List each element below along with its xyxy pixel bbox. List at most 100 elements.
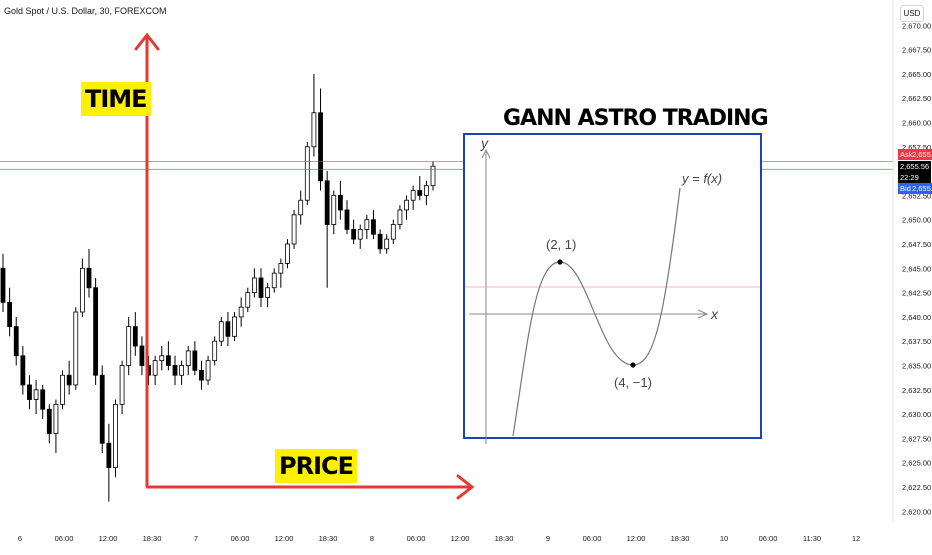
candle-body (251, 277, 257, 293)
price-tick-label: 2,652.50 (902, 191, 931, 200)
time-tick-label: 18:30 (143, 534, 162, 543)
time-tick-label: 06:00 (231, 534, 250, 543)
candle-body (423, 185, 429, 196)
candle-body (93, 287, 99, 376)
price-tick-label: 2,632.50 (902, 386, 931, 395)
price-tick-label: 2,640.00 (902, 313, 931, 322)
price-label: PRICE (275, 449, 358, 483)
candle-body (0, 267, 6, 303)
price-tick-label: 2,630.00 (902, 410, 931, 419)
candle-body (172, 365, 178, 376)
candle-body (364, 219, 370, 230)
candle-body (99, 374, 105, 444)
price-tick-label: 2,635.00 (902, 361, 931, 370)
gann-title: GANN ASTRO TRADING (503, 106, 769, 131)
time-tick-label: 06:00 (759, 534, 778, 543)
symbol-title[interactable]: Gold Spot / U.S. Dollar, 30, FOREXCOM (4, 6, 167, 16)
time-tick-label: 12:00 (99, 534, 118, 543)
candle-body (40, 389, 46, 410)
candle-body (27, 384, 32, 400)
bid-price-tag: Bid2,655.17 (898, 183, 932, 194)
time-label: TIME (81, 82, 151, 116)
candle-body (33, 389, 39, 400)
candle-body (106, 442, 112, 468)
ask-tag-value: 2,655.99 (912, 150, 932, 159)
candle-body (199, 369, 204, 381)
time-tick-label: 9 (546, 534, 550, 543)
last-price-tag: 2,655.56 22:29 (898, 161, 932, 183)
function-label: y = f(x) (681, 171, 722, 186)
time-tick-label: 18:30 (495, 534, 514, 543)
last-tag-value: 2,655.56 (900, 162, 930, 171)
candle-body (159, 355, 165, 362)
price-tick-label: 2,662.50 (902, 94, 931, 103)
candle-body (404, 199, 409, 211)
time-tick-label: 06:00 (407, 534, 426, 543)
candle-body (371, 219, 376, 235)
bid-tag-name: Bid (900, 184, 911, 193)
currency-button[interactable]: USD (900, 5, 924, 22)
countdown-value: 22:29 (900, 173, 919, 182)
inset-frame (463, 133, 762, 439)
candle-body (258, 277, 264, 298)
price-tick-label: 2,627.50 (902, 434, 931, 443)
time-axis: 6 06:00 12:00 18:30 7 06:00 12:00 18:30 8 06:00 12… (18, 534, 860, 543)
candle-body (212, 340, 218, 362)
inset-curve (512, 187, 681, 437)
max-point (557, 259, 563, 265)
candle-body (351, 229, 357, 240)
candle-body (225, 321, 231, 337)
candle-body (179, 365, 185, 376)
candle-body (66, 374, 72, 386)
candle-body (318, 112, 323, 182)
candle-body (113, 403, 118, 468)
candle-body (265, 287, 271, 298)
candle-body (152, 360, 158, 376)
ask-tag-name: Ask (900, 150, 913, 159)
candle-body (139, 345, 145, 366)
price-tick-label: 2,650.00 (902, 216, 931, 225)
time-tick-label: 7 (194, 534, 198, 543)
price-axis: 2,670.00 2,667.50 2,665.00 2,662.50 2,660.00… (902, 21, 931, 516)
candle-body (232, 316, 237, 337)
candle-body (165, 355, 171, 366)
min-point (630, 362, 636, 368)
time-tick-label: 6 (18, 534, 22, 543)
min-label: (4, −1) (614, 375, 652, 390)
price-tick-label: 2,642.50 (902, 289, 931, 298)
price-tick-label: 2,622.50 (902, 483, 931, 492)
time-tick-label: 12:00 (451, 534, 470, 543)
time-tick-label: 10 (720, 534, 728, 543)
candle-body (344, 209, 350, 230)
time-tick-label: 18:30 (319, 534, 338, 543)
candle-body (410, 190, 416, 201)
price-tick-label: 2,665.00 (902, 70, 931, 79)
time-tick-label: 12 (852, 534, 860, 543)
candle-body (430, 165, 436, 187)
price-tick-label: 2,647.50 (902, 240, 931, 249)
time-tick-label: 11:30 (803, 534, 821, 543)
candle-body (417, 190, 423, 196)
candle-body (13, 326, 19, 357)
candle-body (245, 292, 251, 308)
price-tick-label: 2,670.00 (902, 21, 931, 30)
price-tick-label: 2,657.50 (902, 143, 931, 152)
candle-body (86, 267, 92, 289)
candle-body (79, 267, 85, 313)
candle-body (126, 326, 132, 366)
candle-body (331, 194, 337, 225)
candle-body (337, 194, 343, 211)
candle-body (20, 355, 26, 386)
candle-body (285, 243, 290, 264)
candle-body (60, 374, 65, 405)
time-tick-label: 12:00 (627, 534, 646, 543)
candle-body (357, 229, 363, 240)
time-tick-label: 12:00 (275, 534, 294, 543)
candle-body (73, 311, 79, 386)
price-tick-label: 2,625.00 (902, 459, 931, 468)
time-tick-label: 18:30 (671, 534, 690, 543)
candle-body (324, 180, 330, 225)
candle-body (119, 365, 125, 405)
